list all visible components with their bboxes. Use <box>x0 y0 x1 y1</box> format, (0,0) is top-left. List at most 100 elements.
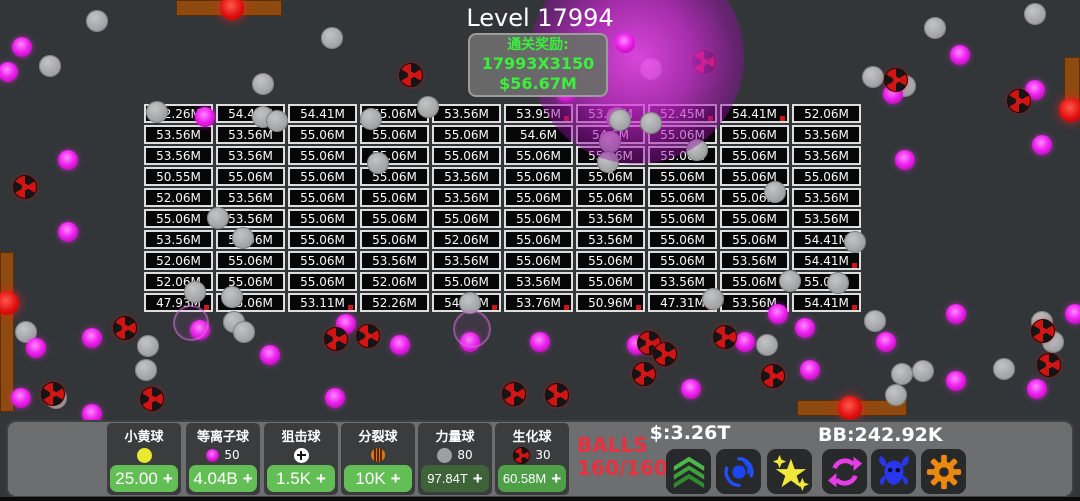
gray-ball <box>15 321 37 343</box>
grid-block: 53.56M <box>216 188 285 207</box>
grid-block: 54.41M <box>720 104 789 123</box>
ball-name-label: 狙击球 <box>281 430 321 445</box>
balls-counter: BALLS 160/160 <box>577 434 668 480</box>
grid-block: 55.06M <box>576 188 645 207</box>
money-display: $:3.26T <box>649 422 731 444</box>
grid-block: 53.56M <box>432 188 501 207</box>
plus-sign: + <box>316 468 326 488</box>
plasma-vortex-icon <box>723 456 754 487</box>
ball-count: 30 <box>535 448 551 462</box>
grid-block: 55.06M <box>504 188 573 207</box>
ball-icon-row <box>371 446 385 464</box>
buy-ball-button[interactable]: 97.84T + <box>421 465 489 492</box>
ball-icon-row <box>293 446 309 464</box>
magenta-ball <box>58 222 78 242</box>
grid-block: 55.06M <box>360 230 429 249</box>
ball-icon-row: 30 <box>513 446 551 464</box>
plus-sign: + <box>472 468 483 488</box>
gray-ball <box>597 151 619 173</box>
grid-block: 55.06M <box>432 272 501 291</box>
gray-ball <box>862 66 884 88</box>
grid-block: 55.06M <box>576 272 645 291</box>
gray-ball <box>702 288 724 310</box>
yellow-ball-icon <box>136 447 152 463</box>
damage-marker <box>348 305 353 310</box>
magenta-ball <box>0 62 18 82</box>
bio-ball <box>140 387 164 411</box>
bio-ball <box>41 382 65 406</box>
gray-ball <box>360 108 382 130</box>
plus-sign: + <box>551 468 562 488</box>
grid-block: 54.6M <box>504 125 573 144</box>
plasma-vortex-button[interactable] <box>716 449 761 494</box>
gray-ball <box>640 112 662 134</box>
price-label: 10K <box>355 468 386 488</box>
magenta-ball <box>1032 135 1052 155</box>
grid-block: 54.41M <box>792 293 861 312</box>
magenta-ball <box>1027 379 1047 399</box>
price-label: 25.00 <box>115 468 158 488</box>
buy-ball-button[interactable]: 25.00 + <box>110 465 178 492</box>
gray-ball <box>993 358 1015 380</box>
grid-block: 52.06M <box>144 188 213 207</box>
gray-ball <box>924 17 946 39</box>
bio-ball <box>1037 353 1061 377</box>
magenta-ball <box>12 37 32 57</box>
block-grid: 52.26M54.41M54.41M55.06M53.56M53.95M53.9… <box>144 104 861 312</box>
grid-block: 53.95M <box>504 104 573 123</box>
damage-marker <box>564 305 569 310</box>
grid-block: 52.06M <box>360 272 429 291</box>
grid-block: 53.56M <box>792 209 861 228</box>
settings-button[interactable] <box>921 449 966 494</box>
bio-ball <box>502 382 526 406</box>
respin-icon <box>827 456 862 487</box>
gray-ball <box>39 55 61 77</box>
buy-ball-button[interactable]: 60.58M + <box>498 465 566 492</box>
respin-button[interactable] <box>822 449 867 494</box>
grid-block: 55.06M <box>648 167 717 186</box>
magenta-ball <box>260 345 280 365</box>
gray-ball <box>885 384 907 406</box>
plus-sign: + <box>162 468 173 488</box>
grid-block: 53.56M <box>432 104 501 123</box>
gray-ball <box>912 360 934 382</box>
buy-ball-button[interactable]: 1.5K + <box>267 465 335 492</box>
magenta-ball <box>800 360 820 380</box>
balls-label: BALLS <box>577 433 648 457</box>
stars-button[interactable] <box>767 449 812 494</box>
gray-ball <box>779 270 801 292</box>
grid-block: 52.06M <box>792 104 861 123</box>
grid-block: 53.56M <box>216 209 285 228</box>
shop-card: 等离子球 50 4.04B + <box>186 423 260 495</box>
gray-ball <box>367 152 389 174</box>
grid-block: 53.56M <box>720 251 789 270</box>
magenta-ball <box>681 379 701 399</box>
bubble <box>173 305 209 341</box>
buy-ball-button[interactable]: 4.04B + <box>189 465 257 492</box>
grid-block: 55.06M <box>288 188 357 207</box>
ball-name-label: 力量球 <box>435 430 475 445</box>
grid-block: 55.06M <box>720 209 789 228</box>
grid-block: 54.41M <box>792 251 861 270</box>
grid-block: 55.06M <box>720 125 789 144</box>
grid-block: 55.06M <box>288 125 357 144</box>
grid-block: 55.06M <box>288 251 357 270</box>
upgrade-button[interactable] <box>666 449 711 494</box>
grid-block: 55.06M <box>648 251 717 270</box>
buy-ball-button[interactable]: 10K + <box>344 465 412 492</box>
grid-block: 55.06M <box>648 230 717 249</box>
damage-marker <box>780 116 785 121</box>
shop-card: 力量球 80 97.84T + <box>418 423 492 495</box>
ball-name-label: 等离子球 <box>196 430 249 445</box>
bio-ball-icon <box>513 446 531 464</box>
grid-block: 55.06M <box>504 230 573 249</box>
damage-marker <box>636 305 641 310</box>
sniper-ball-icon <box>293 447 309 463</box>
magenta-ball <box>26 338 46 358</box>
grid-block: 53.56M <box>144 230 213 249</box>
shop-card: 分裂球 10K + <box>341 423 415 495</box>
power-ball-icon <box>437 447 453 463</box>
ball-icon-row: 80 <box>437 446 473 464</box>
reward-heading: 通关奖励: <box>507 36 569 53</box>
boss-button[interactable] <box>871 449 916 494</box>
